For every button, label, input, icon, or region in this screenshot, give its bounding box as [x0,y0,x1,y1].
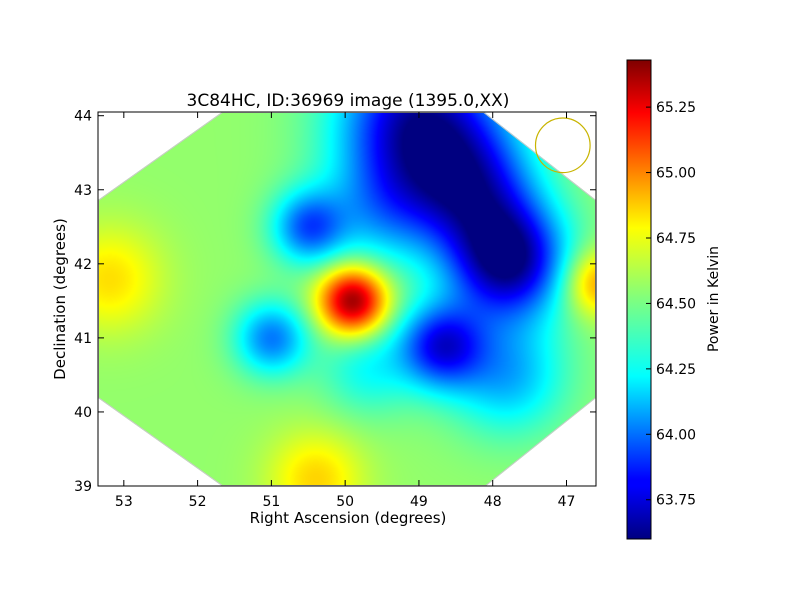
x-axis-label: Right Ascension (degrees) [250,509,447,527]
colorbar-label: Power in Kelvin [706,246,722,352]
colorbar-frame [626,59,652,540]
heatmap-image [98,112,596,486]
colorbar-tick-label: 63.75 [656,493,696,509]
colorbar-tick-label: 64.00 [656,427,696,443]
beam-marker [534,117,591,174]
y-tick-label: 41 [74,331,92,347]
colorbar-tick-label: 64.50 [656,296,696,312]
x-tick-label: 47 [558,494,576,510]
y-tick-label: 43 [74,183,92,199]
y-tick-label: 40 [74,405,92,421]
y-tick-label: 44 [74,109,92,125]
x-tick-label: 51 [262,494,280,510]
x-tick-label: 50 [336,494,354,510]
colorbar-tick-label: 65.25 [656,100,696,116]
colorbar-ticks: 63.75 64.00 64.25 64.50 64.75 65.00 65.25 [646,100,696,509]
plot-frame [97,111,597,487]
field-of-view-edge [98,112,596,486]
x-axis: 53 52 51 50 49 48 47 [115,112,575,510]
colorbar-tick-label: 64.75 [656,231,696,247]
colorbar-gradient [627,60,651,539]
colorbar-tick-label: 65.00 [656,166,696,182]
x-tick-label: 52 [189,494,207,510]
x-tick-label: 48 [484,494,502,510]
colorbar: 63.75 64.00 64.25 64.50 64.75 65.00 65.25 Powe… [626,59,722,540]
y-axis: 39 40 41 42 43 44 [74,109,596,495]
x-tick-label: 53 [115,494,133,510]
plot-area [97,111,597,487]
colorbar-tick-label: 64.25 [656,362,696,378]
y-tick-label: 39 [74,479,92,495]
chart-title: 3C84HC, ID:36969 image (1395.0,XX) [187,91,510,111]
x-tick-label: 49 [410,494,428,510]
y-axis-label: Declination (degrees) [51,218,69,380]
y-tick-label: 42 [74,257,92,273]
